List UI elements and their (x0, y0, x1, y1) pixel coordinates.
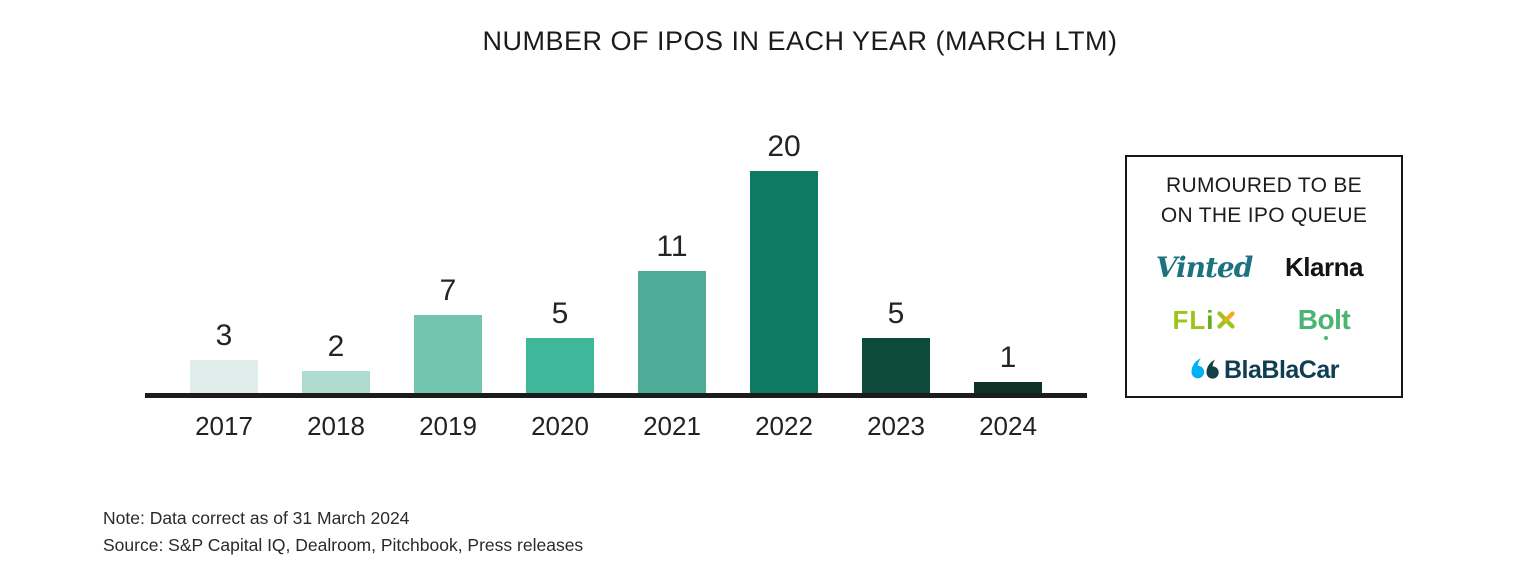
bar-value-label-2024: 1 (999, 340, 1017, 374)
bar-2021 (638, 270, 706, 393)
x-tick-2017: 2017 (195, 411, 253, 441)
bar-2023 (862, 337, 930, 393)
ipo-queue-title-line1: RUMOURED TO BE (1166, 174, 1362, 197)
bar-2018 (302, 370, 370, 393)
flix-logo: FL i (1144, 305, 1264, 336)
bar-value-label-2022: 20 (767, 130, 801, 163)
ipo-queue-box: RUMOURED TO BE ON THE IPO QUEUE Vinted K… (1125, 155, 1403, 398)
bar-2024 (974, 381, 1042, 393)
blablacar-quotes-icon (1191, 358, 1219, 379)
bar-column-2024: 1 (952, 340, 1064, 393)
vinted-logo: Vinted (1144, 251, 1264, 284)
footnotes: Note: Data correct as of 31 March 2024 S… (103, 505, 583, 559)
x-tick-2020: 2020 (531, 411, 589, 441)
blablacar-wordmark: BlaBlaCar (1224, 356, 1340, 384)
bar-column-2022: 20 (728, 132, 840, 393)
x-tick-2018: 2018 (307, 411, 365, 441)
ipo-queue-title-line2: ON THE IPO QUEUE (1160, 204, 1368, 227)
x-axis-labels: 2017 2018 2019 2020 2021 2022 2023 2024 (145, 411, 1087, 442)
note-line: Note: Data correct as of 31 March 2024 (103, 508, 410, 528)
flix-i: i (1206, 304, 1215, 335)
flix-x-icon (1216, 311, 1235, 329)
bar-value-label-2023: 5 (887, 296, 905, 330)
bar-value-label-2020: 5 (551, 296, 569, 330)
chart-title: NUMBER OF IPOS IN EACH YEAR (MARCH LTM) (482, 26, 1118, 56)
x-tick-2023: 2023 (867, 411, 925, 441)
logo-row-3: BlaBlaCar (1127, 356, 1401, 389)
bar-column-2021: 11 (616, 229, 728, 393)
bar-value-label-2017: 3 (215, 318, 233, 352)
bar-value-label-2021: 11 (656, 229, 688, 263)
bolt-logo: Bolt (1264, 304, 1384, 336)
source-line: Source: S&P Capital IQ, Dealroom, Pitchb… (103, 535, 584, 555)
bolt-o: o (1317, 304, 1335, 335)
x-tick-2019: 2019 (419, 411, 477, 441)
bar-column-2018: 2 (280, 329, 392, 393)
blablacar-logo: BlaBlaCar (1189, 356, 1340, 389)
bar-2020 (526, 337, 594, 393)
bar-column-2017: 3 (168, 318, 280, 393)
bar-value-label-2019: 7 (439, 274, 457, 308)
x-tick-2022: 2022 (755, 411, 813, 441)
x-tick-2024: 2024 (979, 411, 1037, 441)
bar-chart: 3 2 7 5 11 20 5 1 2017 2018 2019 2020 2021 2022 2023 2… (145, 115, 1087, 442)
bar-2022 (750, 171, 818, 393)
klarna-wordmark: Klarna (1285, 252, 1363, 282)
logo-row-2: FL i Bolt (1127, 304, 1401, 336)
flix-fl: FL (1172, 304, 1207, 335)
bar-2019 (414, 315, 482, 393)
bolt-b: B (1297, 304, 1318, 335)
bar-column-2023: 5 (840, 296, 952, 393)
bar-2017 (190, 359, 258, 393)
bar-column-2019: 7 (392, 276, 504, 393)
x-tick-2021: 2021 (643, 411, 701, 441)
bar-value-label-2018: 2 (327, 329, 345, 363)
klarna-logo: Klarna (1264, 252, 1384, 283)
vinted-wordmark: Vinted (1155, 251, 1254, 284)
bar-column-2020: 5 (504, 296, 616, 393)
x-axis-line (145, 393, 1087, 398)
logo-row-1: Vinted Klarna (1127, 251, 1401, 284)
plot-area: 3 2 7 5 11 20 5 1 (145, 115, 1087, 393)
ipo-queue-title: RUMOURED TO BE ON THE IPO QUEUE (1127, 171, 1401, 231)
bolt-lt: lt (1334, 304, 1351, 335)
